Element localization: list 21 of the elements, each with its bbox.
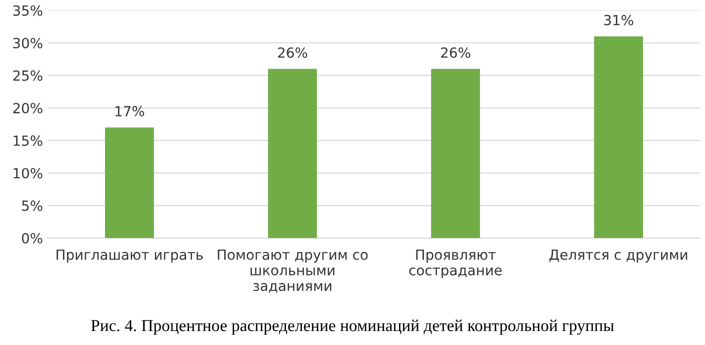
bar	[105, 127, 154, 238]
x-tick-label: Приглашают играть	[56, 250, 203, 263]
y-tick-label: 20%	[13, 102, 42, 114]
x-tick-label: Делятся с другими	[549, 250, 688, 263]
bar	[431, 68, 480, 238]
x-tick-label: Помогают другим со школьными заданиями	[218, 250, 368, 293]
y-tick-label: 15%	[14, 135, 42, 146]
y-tick-label: 25%	[13, 70, 42, 81]
data-label: 26%	[441, 47, 470, 58]
data-label: 26%	[278, 47, 308, 58]
data-label: 17%	[116, 106, 144, 116]
y-tick-label: 5%	[22, 200, 42, 211]
y-tick-label: 10%	[14, 168, 42, 178]
bar	[594, 36, 644, 238]
text: Рис. 4. Процентное распределение номинаций детей контрольной группы	[91, 320, 614, 335]
x-tick-label: Проявляют сострадание	[409, 250, 502, 278]
y-tick-label: 30%	[13, 38, 42, 48]
y-tick-label: 35%	[13, 5, 42, 16]
bar	[268, 68, 317, 238]
y-tick-label: 0%	[22, 233, 42, 244]
data-label: 31%	[604, 14, 634, 26]
